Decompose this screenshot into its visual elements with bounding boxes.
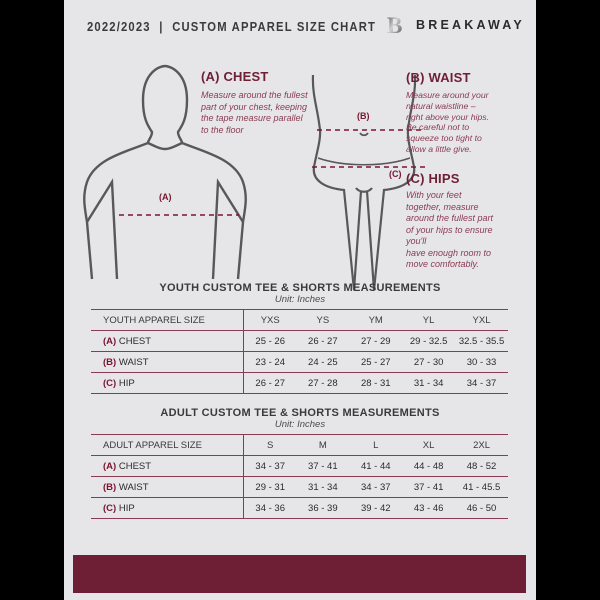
svg-text:B: B — [387, 13, 402, 38]
